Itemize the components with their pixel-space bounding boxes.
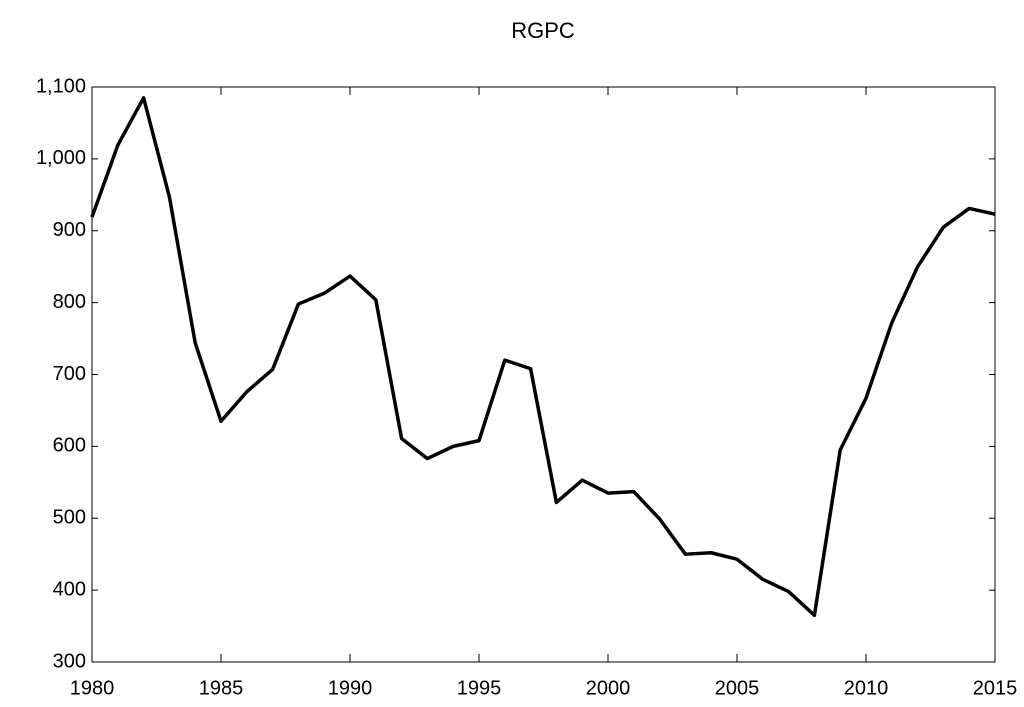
y-tick-label: 1,000 xyxy=(36,147,86,169)
y-tick-label: 800 xyxy=(53,291,86,313)
y-tick-label: 1,100 xyxy=(36,75,86,97)
x-tick-label: 2000 xyxy=(586,677,631,699)
y-tick-label: 700 xyxy=(53,363,86,385)
chart-title: RGPC xyxy=(511,18,575,43)
x-tick-label: 2005 xyxy=(715,677,760,699)
x-tick-label: 2010 xyxy=(844,677,889,699)
x-tick-label: 2015 xyxy=(973,677,1018,699)
y-tick-label: 900 xyxy=(53,219,86,241)
y-tick-label: 300 xyxy=(53,650,86,672)
y-tick-label: 400 xyxy=(53,578,86,600)
x-tick-label: 1980 xyxy=(70,677,115,699)
data-line xyxy=(90,96,996,618)
y-tick-label: 600 xyxy=(53,435,86,457)
x-tick-label: 1995 xyxy=(457,677,502,699)
x-tick-label: 1985 xyxy=(199,677,244,699)
x-tick-label: 1990 xyxy=(328,677,373,699)
y-tick-label: 500 xyxy=(53,507,86,529)
